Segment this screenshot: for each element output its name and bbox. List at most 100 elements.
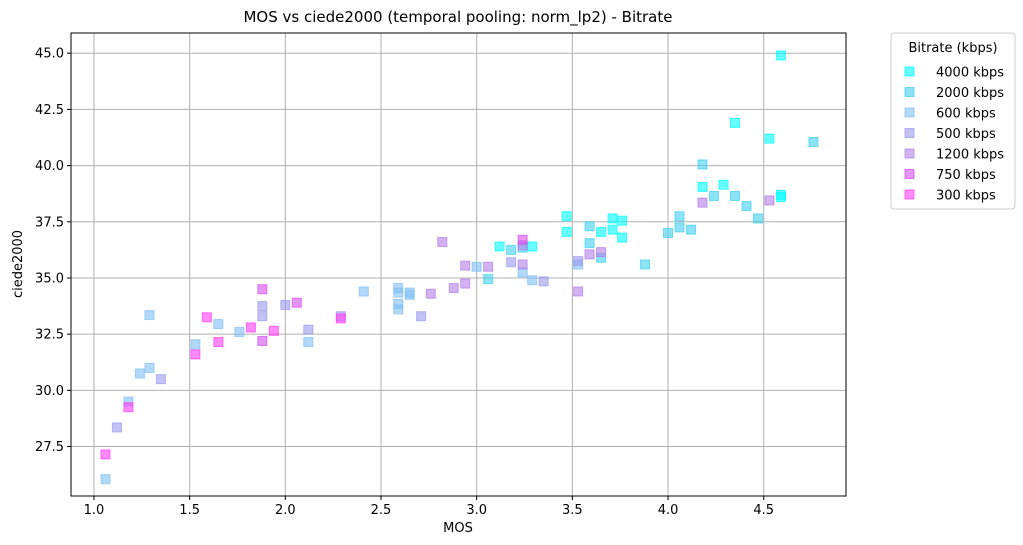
data-point [213, 337, 224, 348]
x-tick-label: 2.5 [371, 503, 392, 518]
data-point [517, 234, 528, 245]
data-point [596, 247, 607, 258]
x-tick-label: 2.0 [275, 503, 296, 518]
data-point [506, 244, 517, 255]
data-point [155, 374, 166, 385]
legend-label: 600 kbps [936, 107, 996, 122]
legend-label: 750 kbps [936, 168, 996, 183]
data-point [808, 137, 819, 148]
data-point [303, 337, 314, 348]
data-point [697, 181, 708, 192]
x-tick-label: 4.5 [753, 503, 774, 518]
data-point [144, 310, 155, 321]
x-tick-label: 3.0 [466, 503, 487, 518]
chart-title: MOS vs ciede2000 (temporal pooling: norm… [243, 8, 672, 27]
data-point [584, 221, 595, 232]
data-point [257, 301, 268, 312]
x-axis-label: MOS [443, 521, 473, 536]
data-point [291, 297, 302, 308]
data-point [527, 275, 538, 286]
x-tick-label: 3.5 [562, 503, 583, 518]
data-point [393, 304, 404, 315]
data-point [358, 286, 369, 297]
data-point [607, 224, 618, 235]
data-point [100, 449, 111, 460]
legend-label: 4000 kbps [936, 66, 1004, 81]
legend-marker [904, 148, 915, 159]
data-point [144, 362, 155, 373]
legend-title: Bitrate (kbps) [908, 41, 997, 56]
data-point [245, 322, 256, 333]
data-point [708, 190, 719, 201]
data-point [257, 335, 268, 346]
x-tick-label: 4.0 [658, 503, 679, 518]
data-point [775, 192, 786, 203]
data-point [437, 237, 448, 248]
data-point [335, 313, 346, 324]
legend-marker [904, 128, 915, 138]
data-point [303, 324, 314, 335]
data-point [506, 257, 517, 268]
legend-label: 500 kbps [936, 127, 996, 142]
data-point [573, 286, 584, 297]
data-point [213, 319, 224, 330]
legend-label: 1200 kbps [936, 148, 1004, 163]
data-point [538, 276, 549, 287]
data-point [607, 213, 618, 224]
data-point [686, 224, 696, 235]
data-point [617, 215, 628, 226]
data-point [460, 260, 471, 271]
legend-marker [904, 189, 915, 200]
data-point [471, 261, 482, 272]
data-point [280, 299, 291, 310]
data-point [123, 402, 134, 413]
data-point [764, 133, 775, 144]
data-point [234, 326, 245, 337]
legend-label: 2000 kbps [936, 86, 1004, 101]
data-point [517, 259, 528, 270]
grid-lines [71, 33, 846, 496]
data-point [617, 232, 628, 243]
data-point [561, 226, 572, 237]
data-point [111, 422, 122, 433]
data-point [268, 325, 279, 336]
data-point [416, 311, 427, 322]
y-tick-label: 42.5 [35, 103, 64, 118]
data-point [257, 311, 268, 322]
data-point [730, 190, 741, 201]
plot-frame [70, 32, 847, 497]
data-point [190, 349, 201, 360]
data-point [561, 211, 572, 222]
legend-marker [904, 169, 915, 179]
data-point [483, 274, 494, 285]
legend-label: 300 kbps [936, 189, 996, 204]
y-tick-label: 32.5 [35, 328, 64, 343]
data-point [584, 238, 595, 249]
legend-marker [904, 66, 915, 77]
y-tick-label: 40.0 [35, 159, 64, 174]
legend: Bitrate (kbps) 4000 kbps 2000 kbps 600 kbp… [890, 32, 1016, 210]
data-point [483, 261, 494, 272]
data-point [201, 312, 212, 323]
data-point [460, 278, 471, 289]
data-point [425, 288, 436, 299]
axis-ticks: 1.0 1.5 2.0 2.5 3.0 3.5 4.0 4.5 27.5 30.0 32.5 35.0… [35, 47, 774, 518]
y-tick-label: 30.0 [35, 384, 64, 399]
data-point [393, 287, 404, 298]
data-point [596, 226, 607, 237]
data-point [494, 241, 505, 252]
data-point [741, 201, 752, 212]
y-tick-label: 45.0 [35, 47, 64, 62]
data-point [764, 195, 775, 206]
data-point [404, 289, 415, 300]
data-points [100, 50, 819, 485]
y-axis-label: ciede2000 [11, 230, 26, 298]
data-point [674, 211, 685, 222]
data-point [527, 241, 538, 252]
data-point [257, 284, 268, 295]
data-point [775, 50, 786, 61]
data-point [134, 368, 145, 379]
data-point [190, 339, 201, 350]
data-point [752, 213, 763, 224]
